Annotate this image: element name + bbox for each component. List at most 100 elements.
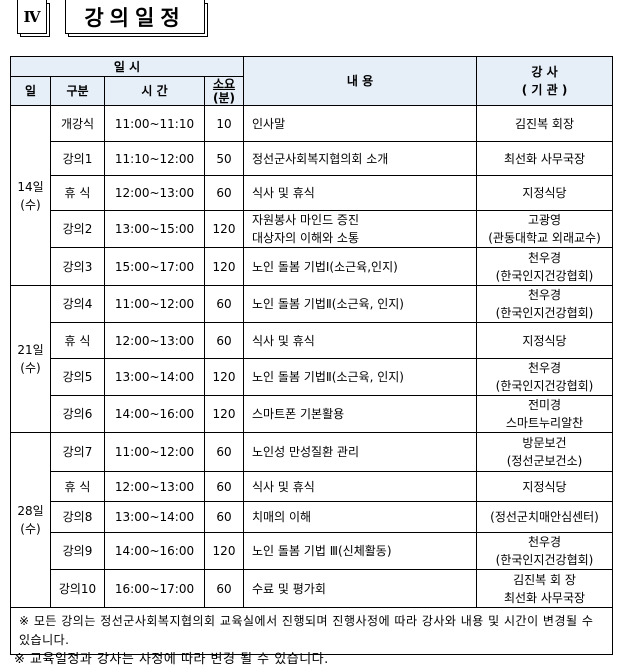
lecturer-cell: 천우경 (한국인지건강협회) [476,285,614,323]
content-line: 인사말 [252,116,286,131]
content-line: 스마트폰 기본활용 [252,407,345,421]
table-row: 강의10 16:00~17:00 60 수료 및 평가회 김진복 회 장 최선화 사무국장 [11,569,614,608]
header-time: 시 간 [104,76,205,106]
category-cell: 강의3 [50,247,105,286]
duration-cell: 120 [203,210,245,248]
duration-cell: 120 [203,358,245,396]
content-cell: 인사말 [243,105,478,142]
category-cell: 강의5 [50,358,105,396]
duration-cell: 120 [203,247,245,286]
table-row: 휴 식 12:00~13:00 60 식사 및 휴식 지정식당 [11,471,614,502]
table-row: 강의9 14:00~16:00 120 노인 돌봄 기법 Ⅲ(신체활동) 천우경 (한국인… [11,532,614,570]
day-cell: 28일 (수) [10,432,51,608]
duration-cell: 50 [203,141,245,176]
duration-cell: 120 [203,395,245,433]
duration-cell: 10 [203,105,245,142]
duration-cell: 60 [203,285,245,323]
duration-cell: 60 [203,569,245,608]
lecturer-line: (한국인지건강협회) [495,268,594,283]
lecturer-line: (관동대학교 외래교수) [488,231,601,245]
time-cell: 11:10~12:00 [104,141,205,176]
content-line: 식사 및 휴식 [252,186,315,200]
content-line: 대상자의 이해와 소통 [252,231,360,245]
time-cell: 13:00~15:00 [104,210,205,248]
content-cell: 식사 및 휴식 [243,322,478,359]
time-cell: 13:00~14:00 [104,501,205,533]
lecturer-cell: 김진복 회 장 최선화 사무국장 [476,569,614,608]
time-cell: 11:00~12:00 [104,432,205,472]
lecturer-line: 스마트누리알찬 [505,416,584,430]
table-row: 14일 (수) 개강식 11:00~11:10 10 인사말 김진복 회장 [10,105,614,286]
lecturer-line: 천우경 [527,361,562,375]
time-cell: 13:00~14:00 [104,358,205,396]
time-cell: 14:00~16:00 [104,532,205,570]
category-cell: 강의7 [50,432,105,472]
day-label: 28일 [17,504,44,518]
lecturer-line: 김진복 회 장 [513,572,576,587]
lecturer-line: 전미경 [527,398,562,412]
category-cell: 강의10 [50,569,105,608]
header-lecturer-label: 강 사 [531,65,558,79]
lecturer-line: 김진복 회장 [515,116,575,131]
category-cell: 강의8 [50,501,105,533]
lecturer-cell: 고광영 (관동대학교 외래교수) [476,210,614,248]
category-cell: 강의2 [50,210,105,248]
time-cell: 12:00~13:00 [104,322,205,359]
time-cell: 12:00~13:00 [104,175,205,211]
content-cell: 노인성 만성질환 관리 [243,432,478,472]
duration-cell: 60 [203,322,245,359]
time-cell: 11:00~11:10 [104,105,205,142]
content-line: 자원봉사 마인드 증진 [252,213,360,227]
duration-cell: 60 [203,471,245,502]
table-row: 강의8 13:00~14:00 60 치매의 이해 (정선군치매안심센터) [11,501,614,533]
header-lecturer-org: ( 기 관 ) [521,83,568,97]
content-line: 노인 돌봄 기법Ⅱ(소근육, 인지) [252,297,404,311]
lecturer-cell: (정선군치매안심센터) [476,501,614,533]
content-line: 노인 돌봄 기법Ⅱ(소근육, 인지) [252,370,404,384]
lecturer-line: 지정식당 [522,186,567,200]
lecturer-line: (한국인지건강협회) [495,306,594,320]
content-line: 노인 돌봄 기법Ⅰ(소근육,인지) [252,259,398,274]
header-datetime: 일 시 [9,56,245,77]
lecturer-cell: 방문보건 (정선군보건소) [476,432,614,472]
content-line: 노인 돌봄 기법 Ⅲ(신체활동) [252,544,392,558]
header-content: 내 용 [243,56,478,106]
content-cell: 식사 및 휴식 [243,175,478,211]
content-line: 식사 및 휴식 [252,479,315,494]
table-row: 28일 (수) 강의7 11:00~12:00 60 노인성 만성질환 관리 방문보건 (정선… [10,432,614,608]
content-cell: 치매의 이해 [243,501,478,533]
time-cell: 14:00~16:00 [104,395,205,433]
lecturer-cell: 김진복 회장 [476,105,614,142]
lecturer-line: 최선화 사무국장 [503,151,586,166]
time-cell: 15:00~17:00 [104,247,205,286]
category-cell: 강의9 [50,532,105,570]
footer-note: ※ 교육일정과 강사는 사정에 따라 변경 될 수 있습니다. [14,652,329,667]
table-note: ※ 모든 강의는 정선군사회복지협의회 교육실에서 진행되며 진행사정에 따라 … [9,607,614,655]
lecturer-line: 방문보건 [522,436,567,450]
time-cell: 11:00~12:00 [104,285,205,323]
table-row: 강의1 11:10~12:00 50 정선군사회복지협의회 소개 최선화 사무국장 [11,141,614,176]
section-number: Ⅳ [17,0,47,34]
content-line: 치매의 이해 [252,510,312,524]
table-row: 강의2 13:00~15:00 120 자원봉사 마인드 증진 대상자의 이해와 소통 고… [11,210,614,248]
lecturer-line: (정선군보건소) [506,454,583,468]
lecturer-cell: 최선화 사무국장 [476,141,614,176]
header-category: 구분 [50,76,105,106]
header-duration-label: 소요 [212,77,236,91]
day-cell: 21일 (수) [10,285,51,433]
lecturer-line: (정선군치매안심센터) [490,510,599,524]
header-lecturer: 강 사 ( 기 관 ) [476,56,614,106]
header-duration-unit: (분) [213,91,236,105]
table-row: 21일 (수) 강의4 11:00~12:00 60 노인 돌봄 기법Ⅱ(소근육, 인지)… [10,285,614,433]
time-cell: 12:00~13:00 [104,471,205,502]
duration-cell: 60 [203,501,245,533]
duration-cell: 60 [203,432,245,472]
table-row: 휴 식 12:00~13:00 60 식사 및 휴식 지정식당 [11,175,614,211]
time-cell: 16:00~17:00 [104,569,205,608]
header-duration: 소요 (분) [203,76,245,106]
category-cell: 강의6 [50,395,105,433]
lecturer-cell: 천우경 (한국인지건강협회) [476,532,614,570]
